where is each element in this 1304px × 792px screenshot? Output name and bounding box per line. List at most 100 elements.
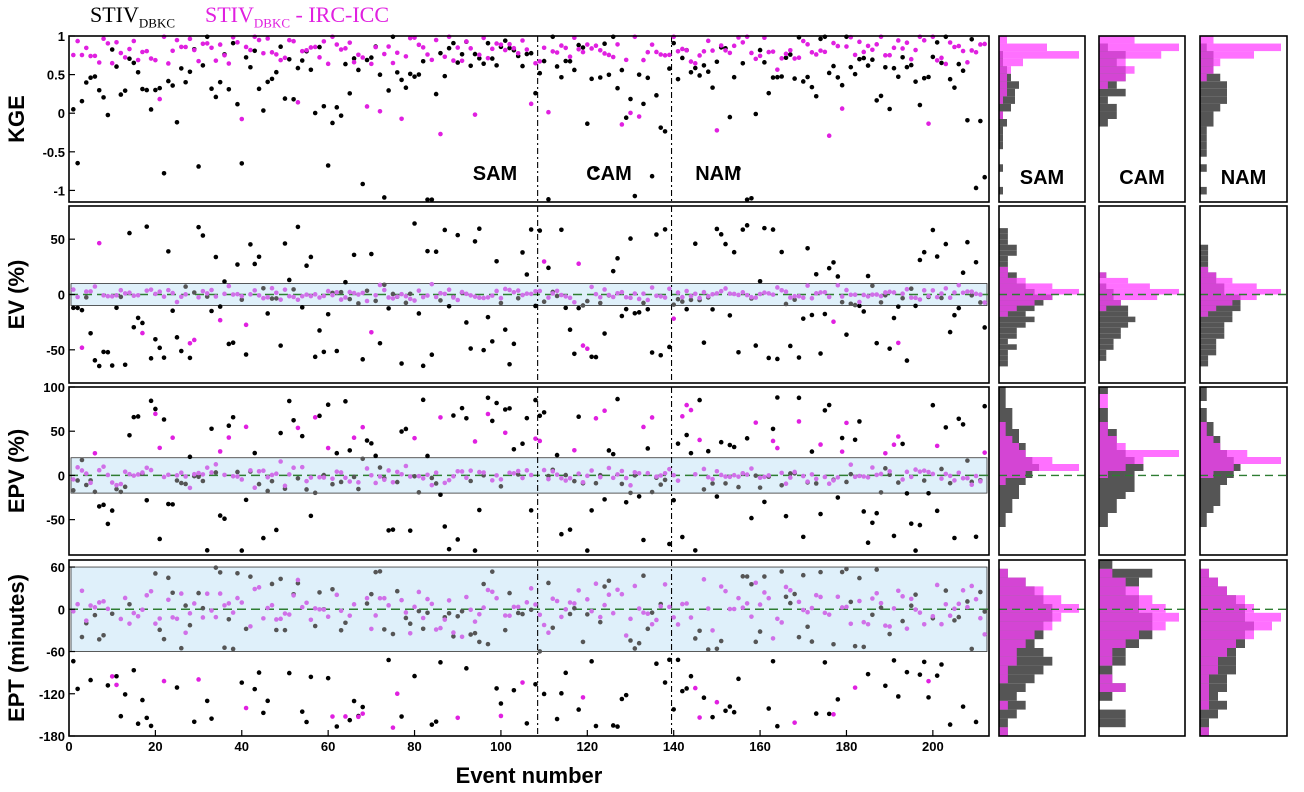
- kge-hist-nam-gray-bar-13: [1200, 96, 1227, 104]
- ev-point-black-138: [662, 227, 668, 232]
- ev-point-magenta-61: [330, 292, 335, 298]
- ept-point-magenta-92: [464, 594, 469, 600]
- ev-point-magenta-183: [857, 299, 862, 305]
- ept-point-magenta-24: [170, 615, 175, 620]
- epv-point-black-28: [187, 454, 193, 460]
- ev-point-black-136: [654, 232, 659, 237]
- epv-point-magenta-196: [913, 467, 918, 472]
- ept-point-black-61: [330, 586, 335, 592]
- kge-point-magenta-182: [852, 52, 858, 58]
- kge-point-magenta-170: [800, 38, 806, 44]
- kge-hist-nam: NAM: [1199, 35, 1288, 203]
- epv-point-black-35: [217, 513, 223, 518]
- epv-point-magenta-75: [390, 480, 396, 485]
- kge-point-magenta-180: [844, 44, 849, 49]
- ept-point-magenta-98: [489, 589, 495, 595]
- epv-point-magenta-186: [870, 465, 875, 470]
- ept-point-black-98: [489, 569, 495, 574]
- ev-point-magenta-57: [312, 292, 318, 297]
- epv-point-magenta-198: [921, 468, 927, 473]
- ev-point-magenta-93: [468, 293, 473, 298]
- kge-hist-sam: SAM: [998, 35, 1086, 203]
- epv-point-magenta-20: [153, 411, 158, 417]
- epv-point-magenta-3: [79, 468, 85, 473]
- ept-point-black-96: [481, 581, 486, 587]
- ept-point-black-186: [870, 612, 875, 618]
- kge-point-magenta-110: [541, 45, 547, 51]
- ev-point-magenta-109: [537, 288, 543, 294]
- epv-point-black-149: [710, 481, 715, 486]
- epv-point-black-180: [844, 479, 849, 485]
- kge-point-black-171: [805, 74, 810, 80]
- ept-point-magenta-96: [481, 605, 486, 610]
- xtick-label-6: 120: [576, 739, 598, 754]
- epv-point-magenta-98: [489, 478, 495, 483]
- ept-point-magenta-173: [813, 592, 819, 598]
- ev-point-magenta-175: [822, 289, 828, 295]
- epv-point-magenta-27: [183, 474, 188, 479]
- ev-point-magenta-44: [256, 293, 262, 298]
- kge-point-black-56: [308, 67, 314, 73]
- ept-point-black-43: [252, 686, 258, 692]
- epv-point-black-205: [952, 535, 957, 541]
- ept-point-black-168: [792, 591, 797, 597]
- epv-point-black-132: [636, 494, 642, 499]
- ev-point-black-67: [356, 301, 361, 306]
- ept-point-magenta-127: [615, 587, 620, 593]
- epv-point-black-153: [727, 442, 733, 448]
- ept-hist-nam-magenta-bar-11: [1200, 630, 1254, 640]
- epv-point-magenta-132: [636, 470, 642, 476]
- ev-point-black-177: [831, 260, 836, 265]
- epv-point-black-1: [71, 488, 76, 493]
- kge-point-magenta-125: [606, 52, 612, 58]
- kge-point-black-11: [114, 64, 119, 69]
- ev-point-magenta-52: [291, 294, 296, 300]
- kge-point-black-178: [835, 75, 841, 80]
- epv-point-magenta-26: [179, 470, 184, 476]
- ept-point-magenta-36: [222, 603, 227, 608]
- ept-point-black-190: [887, 631, 892, 637]
- epv-point-magenta-109: [537, 438, 543, 444]
- ept-ytick-label-4: -180: [39, 729, 65, 744]
- epv-point-black-102: [507, 406, 512, 411]
- kge-point-magenta-175: [822, 49, 828, 55]
- ev-point-magenta-91: [459, 289, 465, 295]
- ev-point-magenta-59: [321, 293, 327, 299]
- ev-point-magenta-98: [489, 293, 495, 298]
- ev-point-black-139: [667, 344, 672, 350]
- ept-point-magenta-184: [861, 619, 867, 625]
- kge-point-black-7: [96, 87, 102, 93]
- ev-point-black-144: [688, 297, 694, 303]
- epv-point-magenta-29: [191, 471, 197, 477]
- epv-point-black-103: [511, 446, 517, 452]
- ev-point-magenta-198: [921, 288, 927, 293]
- kge-point-black-67: [356, 67, 361, 73]
- ev-point-magenta-143: [684, 288, 689, 294]
- epv-hist-cam-gray-bar-7: [1099, 499, 1117, 506]
- kge-point-magenta-195: [908, 56, 914, 62]
- epv-point-magenta-117: [572, 447, 577, 453]
- kge-hist-cam-magenta-bar-18: [1099, 58, 1126, 67]
- ept-hist-cam-magenta-bar-15: [1099, 595, 1153, 604]
- epv-point-magenta-166: [783, 481, 789, 487]
- ept-point-black-149: [710, 714, 715, 720]
- ept-point-magenta-93: [468, 607, 473, 613]
- epv-point-magenta-59: [321, 475, 327, 480]
- ept-point-black-147: [701, 695, 707, 701]
- ev-point-magenta-4: [83, 289, 89, 294]
- ept-point-magenta-65: [347, 613, 353, 618]
- kge-point-black-164: [775, 74, 780, 80]
- epv-point-magenta-194: [904, 469, 910, 475]
- kge-point-black-197: [917, 102, 923, 108]
- epv-point-magenta-212: [982, 450, 987, 455]
- ept-point-black-86: [438, 660, 443, 665]
- epv-point-magenta-176: [826, 481, 832, 486]
- kge-point-black-37: [226, 86, 232, 92]
- ev-point-magenta-32: [204, 291, 210, 296]
- kge-point-magenta-139: [667, 52, 672, 58]
- legend-magenta-main: STIV: [205, 2, 254, 27]
- epv-point-black-122: [593, 480, 599, 486]
- epv-point-black-204: [947, 480, 953, 486]
- ept-hist-cam-gray-bar-7: [1099, 665, 1113, 675]
